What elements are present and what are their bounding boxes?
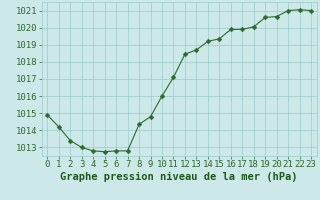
X-axis label: Graphe pression niveau de la mer (hPa): Graphe pression niveau de la mer (hPa) xyxy=(60,172,298,182)
